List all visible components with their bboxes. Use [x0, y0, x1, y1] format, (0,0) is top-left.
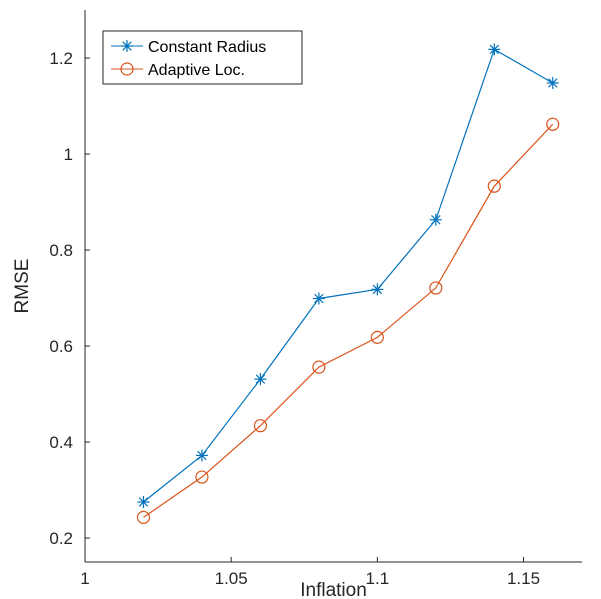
data-point-asterisk — [312, 292, 325, 305]
x-tick-label: 1 — [80, 569, 89, 588]
legend-entry-adaptive-loc: Adaptive Loc. — [111, 62, 245, 79]
x-axis-label: Inflation — [300, 580, 367, 599]
series-line-constant-radius — [143, 48, 554, 503]
y-tick-label: 0.8 — [49, 241, 73, 260]
y-tick-label: 1 — [64, 145, 73, 164]
legend-label-adaptive-loc: Adaptive Loc. — [148, 62, 245, 79]
data-point-asterisk — [371, 283, 384, 296]
y-axis-ticks: 0.2 0.4 0.6 0.8 1 1.2 — [49, 49, 90, 548]
legend-circle-icon — [120, 62, 134, 76]
legend-box — [102, 30, 303, 85]
legend: Constant Radius Adaptive Loc. — [102, 30, 303, 85]
series-line-adaptive-loc — [143, 123, 554, 518]
x-axis-ticks: 1 1.05 1.1 1.15 — [80, 557, 540, 588]
y-tick-label: 1.2 — [49, 49, 73, 68]
x-tick-label: 1.15 — [507, 569, 540, 588]
x-tick-label: 1.1 — [366, 569, 390, 588]
data-point-circle — [370, 330, 384, 344]
legend-circle-marker — [120, 62, 134, 76]
data-point-circle — [312, 360, 326, 374]
data-point-asterisk — [488, 43, 501, 56]
legend-asterisk-marker — [121, 40, 133, 52]
data-point-asterisk — [429, 213, 442, 226]
data-point-asterisk — [195, 449, 208, 462]
legend-label-constant-radius: Constant Radius — [148, 39, 266, 56]
data-point-circle — [136, 510, 151, 524]
legend-asterisk-icon — [121, 40, 133, 52]
data-point-asterisk — [254, 373, 267, 386]
data-point-circle — [546, 117, 560, 131]
y-axis-label: RMSE — [12, 259, 33, 314]
series-layer — [136, 43, 560, 524]
data-point-asterisk — [546, 76, 559, 89]
x-tick-label: 1.05 — [215, 569, 248, 588]
y-tick-label: 0.6 — [49, 337, 73, 356]
data-point-circle — [429, 281, 443, 295]
data-point-circle — [487, 179, 501, 193]
legend-entry-constant-radius: Constant Radius — [111, 39, 266, 56]
data-point-circle — [253, 419, 268, 433]
data-point-asterisk — [137, 496, 150, 508]
data-point-circle — [195, 470, 209, 484]
y-tick-label: 0.2 — [49, 529, 73, 548]
y-tick-label: 0.4 — [49, 433, 73, 452]
